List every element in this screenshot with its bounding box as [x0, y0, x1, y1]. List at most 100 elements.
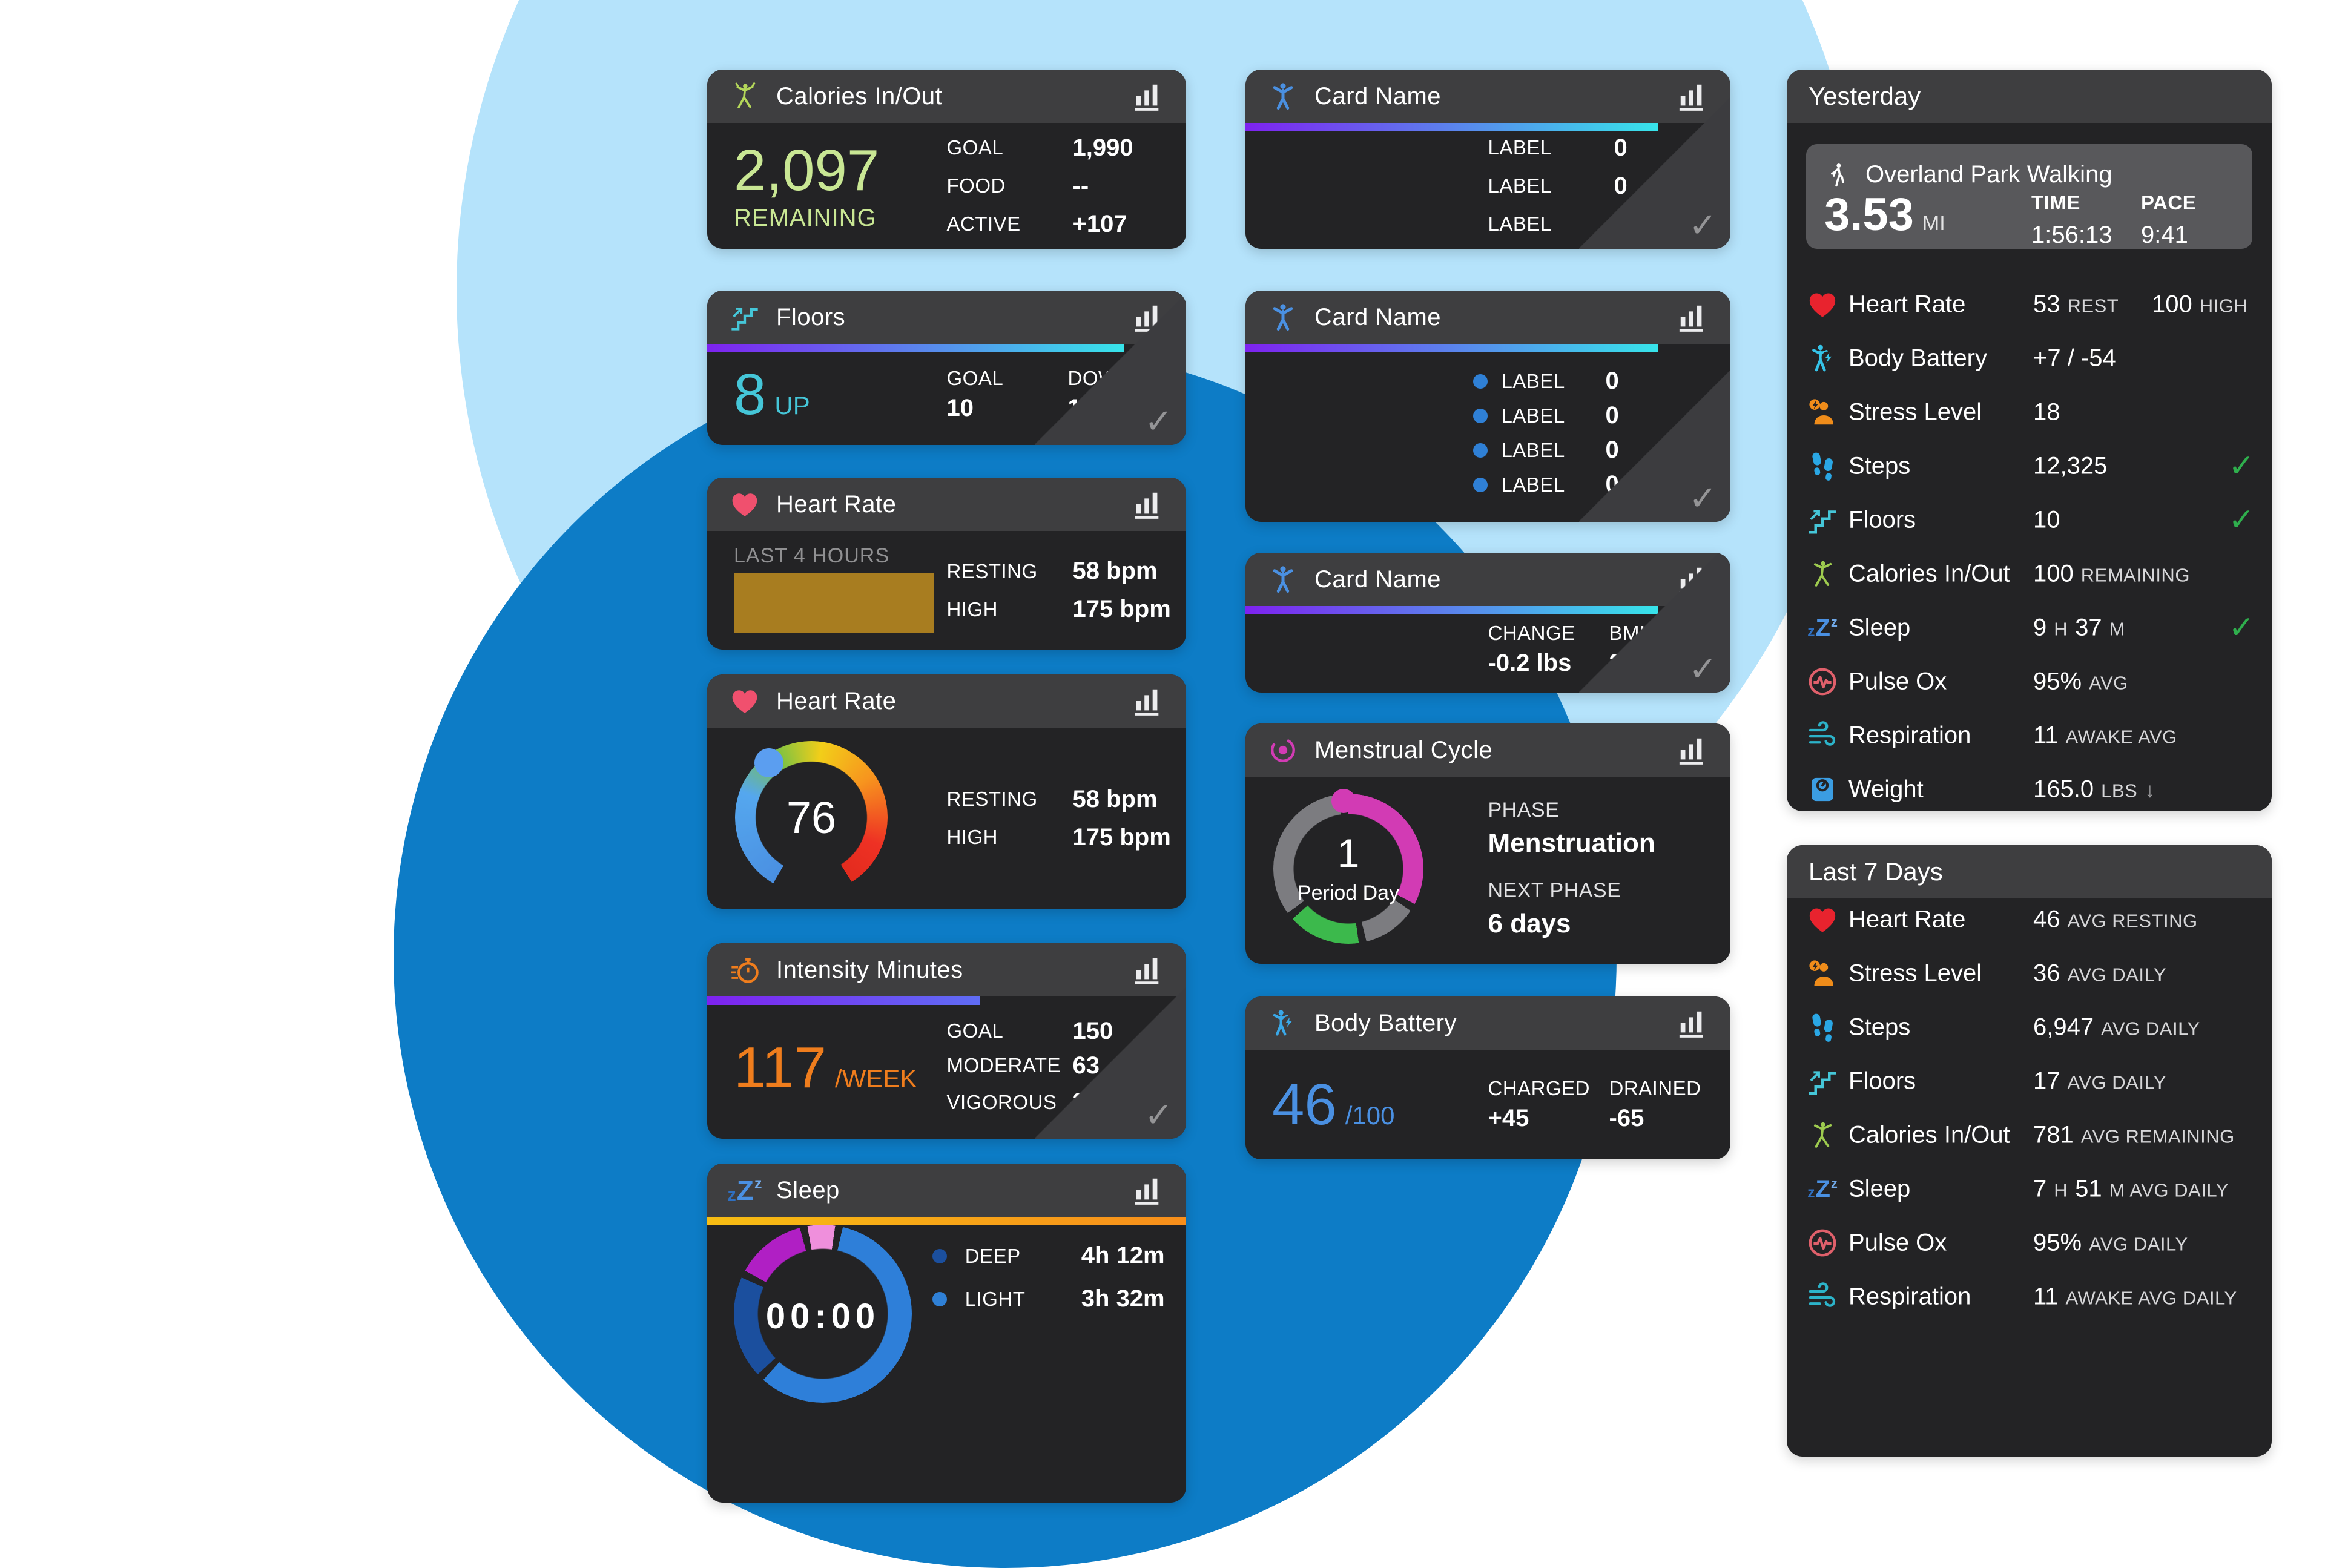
- heart-rate-recent-card[interactable]: Heart Rate LAST 4 HOURS RESTING 58 bpm HI…: [707, 478, 1186, 650]
- yesterday-panel[interactable]: Yesterday Overland Park Walking 3.53 MI …: [1787, 70, 2272, 811]
- floors-row[interactable]: Floors 17 AVG DAILY: [1787, 1054, 2272, 1108]
- bar-chart-icon[interactable]: [1676, 735, 1709, 765]
- bar-chart-icon[interactable]: [1132, 81, 1164, 111]
- calories-row[interactable]: Calories In/Out 100 REMAINING: [1787, 547, 2272, 601]
- stat-label: RESTING: [946, 559, 1038, 582]
- next-phase-value: 6 days: [1488, 909, 1571, 938]
- stat-label: LABEL: [1501, 369, 1565, 392]
- floors-progress-bar: [707, 344, 1124, 352]
- last-7-days-panel[interactable]: Last 7 Days Heart Rate 46 AVG RESTING Str…: [1787, 845, 2272, 1457]
- floors-up-value: 8 UP: [734, 365, 810, 424]
- floors-row[interactable]: Floors 10 ✓: [1787, 493, 2272, 547]
- heart-rate-current-card[interactable]: Heart Rate 76 RESTING 58 bpm HIGH 175 bpm: [707, 674, 1186, 909]
- card-body: LABEL0 LABEL0 LABEL0 LABEL0 ✓: [1245, 344, 1730, 522]
- row-value-2: 100 HIGH: [2152, 291, 2248, 317]
- steps-row[interactable]: Steps 6,947 AVG DAILY: [1787, 1000, 2272, 1054]
- stat-row: RESTING 58 bpm: [947, 786, 1169, 813]
- activity-distance: 3.53 MI: [1824, 192, 1945, 238]
- menstrual-cycle-card[interactable]: Menstrual Cycle 1 Period Day PHASE Menst…: [1245, 723, 1730, 964]
- card-body: 46 /100 CHARGED +45 DRAINED -65: [1245, 1050, 1730, 1159]
- row-label: Body Battery: [1848, 344, 1988, 371]
- row-value: 9 H 37 M: [2033, 614, 2125, 641]
- respiration-row[interactable]: Respiration 11 AWAKE AVG: [1787, 708, 2272, 762]
- goal-met-check-icon: ✓: [1689, 479, 1717, 517]
- bar-chart-icon[interactable]: [1676, 1008, 1709, 1038]
- pulse-ox-row[interactable]: Pulse Ox 95% AVG DAILY: [1787, 1216, 2272, 1270]
- activity-card[interactable]: Overland Park Walking 3.53 MI TIME 1:56:…: [1806, 144, 2252, 249]
- card-title: Sleep: [776, 1176, 840, 1204]
- stat-label: HIGH: [946, 598, 998, 621]
- heart-rate-mini-chart: [734, 573, 934, 633]
- row-value: +7 / -54: [2033, 344, 2116, 371]
- stat-label: DEEP: [965, 1244, 1021, 1267]
- stat-col: GOAL 10: [947, 367, 1068, 422]
- intensity-minutes-card[interactable]: Intensity Minutes 117 /WEEK GOAL150 MODE…: [707, 943, 1186, 1139]
- row-value: 95% AVG DAILY: [2033, 1229, 2188, 1256]
- stat-value: -65: [1609, 1105, 1644, 1132]
- card-body: 1 Period Day PHASE Menstruation NEXT PHA…: [1245, 777, 1730, 964]
- pace-label: PACE: [2141, 191, 2197, 214]
- ring-graphic: [1273, 794, 1423, 944]
- respiration-row[interactable]: Respiration 11 AWAKE AVG DAILY: [1787, 1270, 2272, 1323]
- row-label: Respiration: [1848, 722, 1971, 748]
- generic-card-3[interactable]: Card Name CHANGE-0.2 lbs BMI24.0 ✓: [1245, 553, 1730, 693]
- row-label: Calories In/Out: [1848, 1121, 2010, 1148]
- intensity-progress-bar: [707, 996, 980, 1005]
- calories-remaining-label: REMAINING: [734, 205, 877, 231]
- bar-chart-icon[interactable]: [1132, 489, 1164, 519]
- heart-icon: [1806, 288, 1839, 321]
- heart-icon: [729, 685, 760, 717]
- stat-label: FOOD: [946, 174, 1006, 197]
- time-value: 1:56:13: [2031, 222, 2112, 248]
- calories-row[interactable]: Calories In/Out 781 AVG REMAINING: [1787, 1108, 2272, 1162]
- heart-rate-row[interactable]: Heart Rate 46 AVG RESTING: [1787, 892, 2272, 946]
- row-value: 6,947 AVG DAILY: [2033, 1013, 2200, 1040]
- heart-icon: [1806, 903, 1839, 936]
- bar-chart-icon[interactable]: [1132, 1175, 1164, 1205]
- stat-value: 3h 32m: [1081, 1285, 1165, 1312]
- bar-chart-icon[interactable]: [1132, 955, 1164, 985]
- heart-rate-row[interactable]: Heart Rate 53 REST 100 HIGH: [1787, 277, 2272, 331]
- time-label: TIME: [2031, 191, 2080, 214]
- sleep-clock: 00:00: [765, 1297, 880, 1336]
- last-7-days-rows: Heart Rate 46 AVG RESTING Stress Level 36…: [1787, 892, 2272, 1323]
- card-title: Body Battery: [1314, 1009, 1457, 1036]
- card-body: 76 RESTING 58 bpm HIGH 175 bpm: [707, 728, 1186, 909]
- body-battery-card[interactable]: Body Battery 46 /100 CHARGED +45 DRAINED -…: [1245, 996, 1730, 1159]
- card-title: Card Name: [1314, 565, 1442, 593]
- bar-chart-icon[interactable]: [1676, 302, 1709, 332]
- calories-figure-icon: [1806, 1119, 1839, 1151]
- body-battery-stats: CHARGED +45 DRAINED -65: [1488, 1050, 1713, 1159]
- stress-level-row[interactable]: Stress Level 18: [1787, 385, 2272, 439]
- steps-row[interactable]: Steps 12,325 ✓: [1787, 439, 2272, 493]
- panel-header: Last 7 Days: [1787, 845, 2272, 898]
- cycle-day-dot: [1331, 789, 1356, 813]
- row-value: 11 AWAKE AVG: [2033, 722, 2177, 748]
- generic-card-2[interactable]: Card Name LABEL0 LABEL0 LABEL0 LABEL0 ✓: [1245, 291, 1730, 522]
- pulse-ox-row[interactable]: Pulse Ox 95% AVG: [1787, 654, 2272, 708]
- gauge-marker-dot: [754, 748, 783, 777]
- series-dot: [1473, 374, 1488, 389]
- bar-chart-icon[interactable]: [1132, 686, 1164, 716]
- stat-value: 1,990: [1072, 134, 1133, 161]
- stat-value: 175 bpm: [1072, 596, 1171, 622]
- stat-col: CHARGED +45: [1488, 1077, 1609, 1132]
- stress-level-row[interactable]: Stress Level 36 AVG DAILY: [1787, 946, 2272, 1000]
- sleep-stats: DEEP 4h 12m LIGHT 3h 32m: [932, 1242, 1168, 1313]
- stat-value: 10: [946, 395, 974, 421]
- card-title: Card Name: [1314, 82, 1442, 110]
- stat-label: LABEL: [1488, 212, 1552, 235]
- stat-row: HIGH 175 bpm: [947, 824, 1171, 851]
- weight-row[interactable]: Weight 165.0 LBS ↓: [1787, 762, 2272, 811]
- body-battery-row[interactable]: Body Battery +7 / -54: [1787, 331, 2272, 385]
- calories-card[interactable]: Calories In/Out 2,097 REMAINING GOAL 1,99…: [707, 70, 1186, 249]
- series-dot: [1473, 408, 1488, 423]
- generic-card-1[interactable]: Card Name LABEL0 LABEL0 LABEL0 ✓: [1245, 70, 1730, 249]
- stat-label: CHARGED: [1488, 1077, 1591, 1099]
- row-label: Floors: [1848, 1067, 1916, 1094]
